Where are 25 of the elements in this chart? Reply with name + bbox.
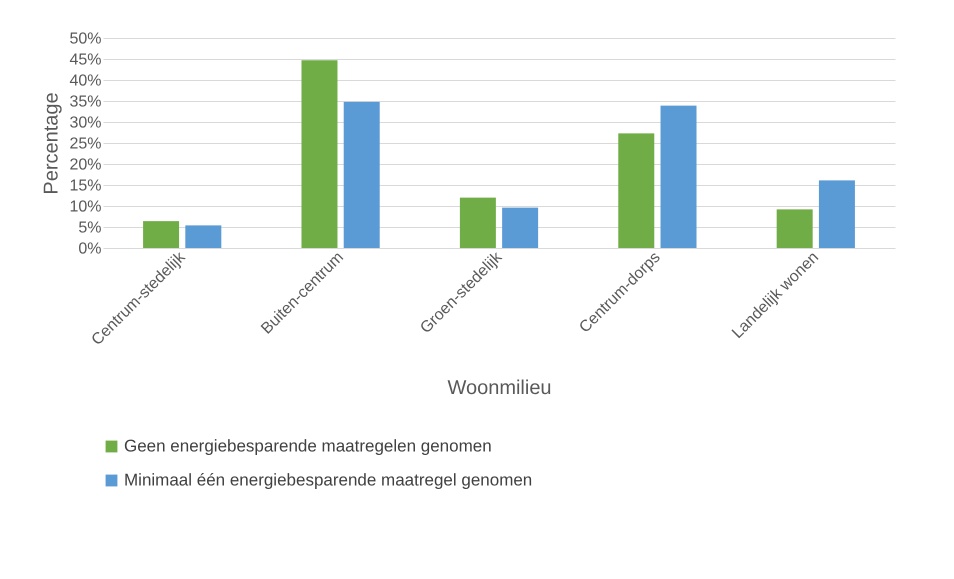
y-tick-label: 45% (69, 52, 102, 68)
y-axis-title: Percentage (40, 92, 62, 195)
y-tick-label: 35% (69, 94, 102, 110)
x-axis-title: Woonmilieu (447, 377, 552, 400)
bar (502, 208, 538, 248)
bar (344, 102, 380, 248)
bar (776, 209, 813, 248)
bar (618, 133, 654, 248)
y-tick-label: 20% (69, 156, 102, 174)
y-tick-label: 10% (69, 198, 102, 216)
y-tick-label: 30% (69, 114, 102, 132)
bar (660, 106, 697, 248)
bar (143, 221, 180, 248)
legend-label: Geen energiebesparende maatregelen genomen (124, 436, 492, 456)
bar (460, 198, 496, 248)
y-tick-label: 25% (69, 136, 102, 152)
bar (301, 60, 338, 248)
legend-label: Minimaal één energiebesparende maatregel genomen (124, 470, 532, 490)
bar (185, 225, 222, 248)
y-tick-label: 5% (78, 220, 102, 236)
y-tick-label: 0% (78, 240, 102, 258)
bar (818, 180, 855, 248)
y-tick-label: 50% (69, 30, 102, 48)
y-tick-label: 40% (69, 72, 102, 90)
y-tick-label: 15% (69, 178, 102, 194)
